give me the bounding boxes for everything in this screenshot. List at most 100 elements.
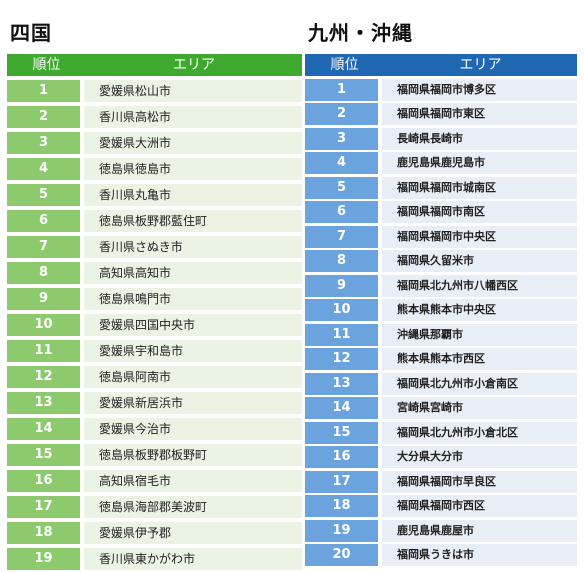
area-cell: 福岡県福岡市西区 [382, 495, 577, 517]
area-cell: 香川県高松市 [84, 106, 302, 128]
area-cell: 徳島県徳島市 [84, 158, 302, 180]
rank-cell: 12 [7, 366, 80, 388]
shikoku-title: 四国 [10, 21, 52, 45]
rank-cell: 18 [305, 495, 378, 517]
table-row: 6 徳島県板野郡藍住町 [7, 210, 302, 232]
table-row: 9 徳島県鳴門市 [7, 288, 302, 310]
area-cell: 福岡県久留米市 [382, 250, 577, 272]
table-row: 14 宮崎県宮崎市 [305, 397, 577, 419]
table-row: 13 愛媛県新居浜市 [7, 392, 302, 414]
area-cell: 福岡県福岡市城南区 [382, 176, 577, 199]
table-row: 8 福岡県久留米市 [305, 250, 577, 272]
table-row: 19 香川県東かがわ市 [7, 548, 302, 570]
table-row: 8 高知県高知市 [7, 262, 302, 284]
rank-cell: 2 [305, 103, 378, 125]
shikoku-table-header: 順位 エリア [7, 54, 302, 76]
table-row: 17 福岡県福岡市早良区 [305, 470, 577, 493]
rank-cell: 11 [305, 323, 378, 346]
rank-cell: 17 [7, 496, 80, 518]
table-row: 11 愛媛県宇和島市 [7, 340, 302, 362]
table-row: 10 愛媛県四国中央市 [7, 314, 302, 336]
area-cell: 香川県丸亀市 [84, 184, 302, 206]
area-cell: 福岡県北九州市八幡西区 [382, 274, 577, 297]
table-row: 11 沖縄県那覇市 [305, 323, 577, 346]
area-cell: 長崎県長崎市 [382, 127, 577, 150]
rank-cell: 12 [305, 348, 378, 370]
table-row: 5 福岡県福岡市城南区 [305, 176, 577, 199]
table-row: 7 福岡県福岡市中央区 [305, 225, 577, 248]
rank-column-header: 順位 [330, 57, 359, 73]
rank-cell: 13 [7, 392, 80, 414]
table-row: 15 福岡県北九州市小倉北区 [305, 421, 577, 444]
area-cell: 福岡県北九州市小倉南区 [382, 372, 577, 395]
table-row: 1 愛媛県松山市 [7, 80, 302, 102]
area-cell: 福岡県福岡市東区 [382, 103, 577, 125]
area-column-header: エリア [173, 57, 215, 73]
area-cell: 徳島県板野郡板野町 [84, 444, 302, 466]
rank-cell: 11 [7, 340, 80, 362]
rank-cell: 4 [305, 152, 378, 174]
area-cell: 香川県東かがわ市 [84, 548, 302, 570]
rank-cell: 6 [305, 201, 378, 223]
rank-cell: 9 [305, 274, 378, 297]
table-row: 3 愛媛県大洲市 [7, 132, 302, 154]
rank-cell: 16 [305, 446, 378, 468]
rank-cell: 3 [7, 132, 80, 154]
table-row: 19 鹿児島県鹿屋市 [305, 519, 577, 542]
area-cell: 愛媛県今治市 [84, 418, 302, 440]
rank-column-header: 順位 [32, 57, 61, 73]
rank-cell: 1 [305, 78, 378, 101]
rank-cell: 6 [7, 210, 80, 232]
table-row: 16 高知県宿毛市 [7, 470, 302, 492]
table-row: 3 長崎県長崎市 [305, 127, 577, 150]
rank-cell: 5 [305, 176, 378, 199]
rank-cell: 8 [7, 262, 80, 284]
table-row: 4 徳島県徳島市 [7, 158, 302, 180]
area-cell: 愛媛県四国中央市 [84, 314, 302, 336]
table-row: 15 徳島県板野郡板野町 [7, 444, 302, 466]
table-row: 18 福岡県福岡市西区 [305, 495, 577, 517]
rank-cell: 15 [305, 421, 378, 444]
area-cell: 福岡県福岡市南区 [382, 201, 577, 223]
rank-cell: 8 [305, 250, 378, 272]
table-row: 1 福岡県福岡市博多区 [305, 78, 577, 101]
rank-cell: 4 [7, 158, 80, 180]
area-cell: 鹿児島県鹿児島市 [382, 152, 577, 174]
area-cell: 徳島県海部郡美波町 [84, 496, 302, 518]
shikoku-table-body: 1 愛媛県松山市 2 香川県高松市 3 愛媛県大洲市 4 徳島県徳島市 5 香川県丸亀市 6 徳島県板… [7, 80, 302, 570]
rank-cell: 5 [7, 184, 80, 206]
area-cell: 鹿児島県鹿屋市 [382, 519, 577, 542]
area-cell: 熊本県熊本市西区 [382, 348, 577, 370]
rank-cell: 9 [7, 288, 80, 310]
area-cell: 徳島県鳴門市 [84, 288, 302, 310]
table-row: 20 福岡県うきは市 [305, 544, 577, 566]
rank-cell: 20 [305, 544, 378, 566]
kyushu-panel: 九州・沖縄 順位 エリア 1 福岡県福岡市博多区 2 福岡県福岡市東区 3 長崎県長崎市 4… [305, 0, 577, 566]
table-row: 2 香川県高松市 [7, 106, 302, 128]
table-row: 16 大分県大分市 [305, 446, 577, 468]
rank-cell: 18 [7, 522, 80, 544]
area-cell: 熊本県熊本市中央区 [382, 299, 577, 321]
area-cell: 宮崎県宮崎市 [382, 397, 577, 419]
area-cell: 沖縄県那覇市 [382, 323, 577, 346]
table-row: 7 香川県さぬき市 [7, 236, 302, 258]
area-cell: 愛媛県松山市 [84, 80, 302, 102]
area-cell: 徳島県阿南市 [84, 366, 302, 388]
shikoku-panel: 四国 順位 エリア 1 愛媛県松山市 2 香川県高松市 3 愛媛県大洲市 4 徳島県徳島市 5 香… [7, 0, 302, 570]
table-row: 10 熊本県熊本市中央区 [305, 299, 577, 321]
area-cell: 福岡県うきは市 [382, 544, 577, 566]
table-row: 5 香川県丸亀市 [7, 184, 302, 206]
rank-cell: 13 [305, 372, 378, 395]
area-cell: 福岡県福岡市早良区 [382, 470, 577, 493]
table-row: 17 徳島県海部郡美波町 [7, 496, 302, 518]
area-column-header: エリア [459, 57, 502, 73]
area-cell: 高知県高知市 [84, 262, 302, 284]
kyushu-title: 九州・沖縄 [308, 21, 413, 45]
area-cell: 愛媛県伊予郡 [84, 522, 302, 544]
area-cell: 福岡県北九州市小倉北区 [382, 421, 577, 444]
rank-cell: 3 [305, 127, 378, 150]
table-row: 2 福岡県福岡市東区 [305, 103, 577, 125]
table-row: 12 徳島県阿南市 [7, 366, 302, 388]
rank-cell: 16 [7, 470, 80, 492]
area-cell: 高知県宿毛市 [84, 470, 302, 492]
